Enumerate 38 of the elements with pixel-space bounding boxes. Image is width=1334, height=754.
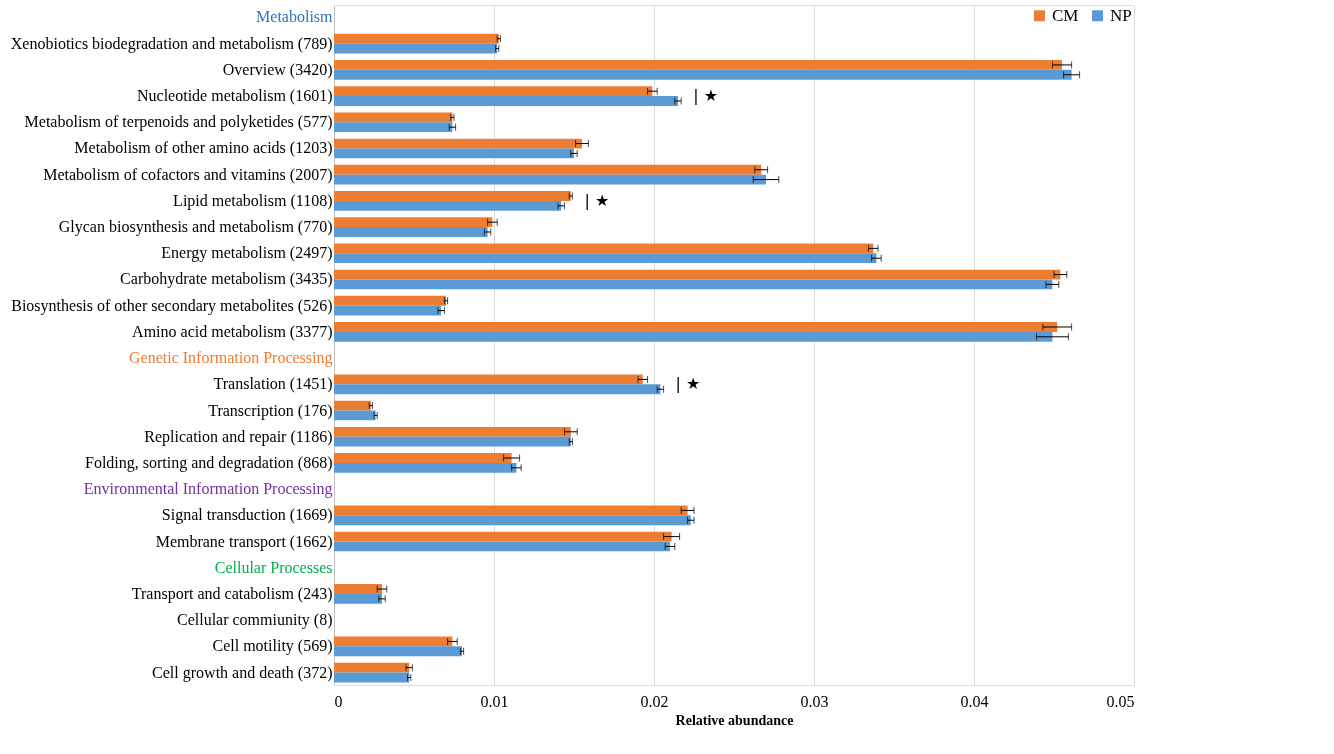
- y-tick-label: Amino acid metabolism (3377): [132, 322, 333, 341]
- legend-label: NP: [1110, 5, 1132, 25]
- y-tick-label: Transport and catabolism (243): [131, 584, 333, 603]
- y-tick-label: Transcription (176): [208, 401, 333, 420]
- y-tick-label: Overview (3420): [222, 60, 333, 79]
- y-tick-label: Metabolism of other amino acids (1203): [74, 139, 333, 158]
- x-tick-label: 0: [334, 692, 343, 710]
- data-label: | ★: [675, 374, 701, 394]
- x-tick-label: 0.01: [480, 692, 509, 710]
- y-tick-label: Membrane transport (1662): [155, 532, 333, 551]
- data-label: | ★: [584, 190, 610, 210]
- y-tick-label: Cellular Processes: [214, 558, 333, 576]
- y-tick-label: Replication and repair (1186): [144, 427, 333, 446]
- y-tick-label: Folding, sorting and degradation (868): [84, 453, 333, 472]
- y-tick-label: Cellular commiunity (8): [176, 611, 333, 630]
- y-tick-label: Xenobiotics biodegradation and metabolism (789): [10, 34, 333, 53]
- x-axis-title: Relative abundance: [675, 712, 794, 728]
- x-tick-label: 0.03: [800, 692, 829, 710]
- y-tick-label: Translation (1451): [213, 375, 333, 394]
- y-tick-label: Genetic Information Processing: [129, 349, 333, 368]
- y-tick-label: Biosynthesis of other secondary metabolites (526): [11, 296, 333, 315]
- y-tick-label: Environmental Information Processing: [83, 480, 333, 499]
- y-tick-label: Cell growth and death (372): [152, 663, 333, 682]
- legend-label: CM: [1052, 5, 1079, 25]
- x-tick-label: 0.02: [640, 692, 669, 710]
- y-tick-label: Metabolism: [256, 8, 334, 26]
- y-tick-label: Carbohydrate metabolism (3435): [120, 270, 333, 289]
- y-tick-label: Cell motility (569): [212, 637, 333, 656]
- x-tick-label: 0.04: [960, 692, 989, 710]
- y-tick-label: Nucleotide metabolism (1601): [136, 87, 333, 106]
- data-label: | ★: [693, 85, 719, 105]
- x-tick-label: 0.05: [1106, 692, 1135, 710]
- y-tick-label: Metabolism of terpenoids and polyketides (577): [24, 113, 333, 132]
- y-tick-label: Metabolism of cofactors and vitamins (2007): [43, 165, 333, 184]
- y-tick-label: Energy metabolism (2497): [161, 244, 333, 263]
- y-tick-label: Lipid metabolism (1108): [173, 191, 333, 210]
- y-tick-label: Signal transduction (1669): [161, 506, 333, 525]
- y-tick-label: Glycan biosynthesis and metabolism (770): [58, 218, 333, 237]
